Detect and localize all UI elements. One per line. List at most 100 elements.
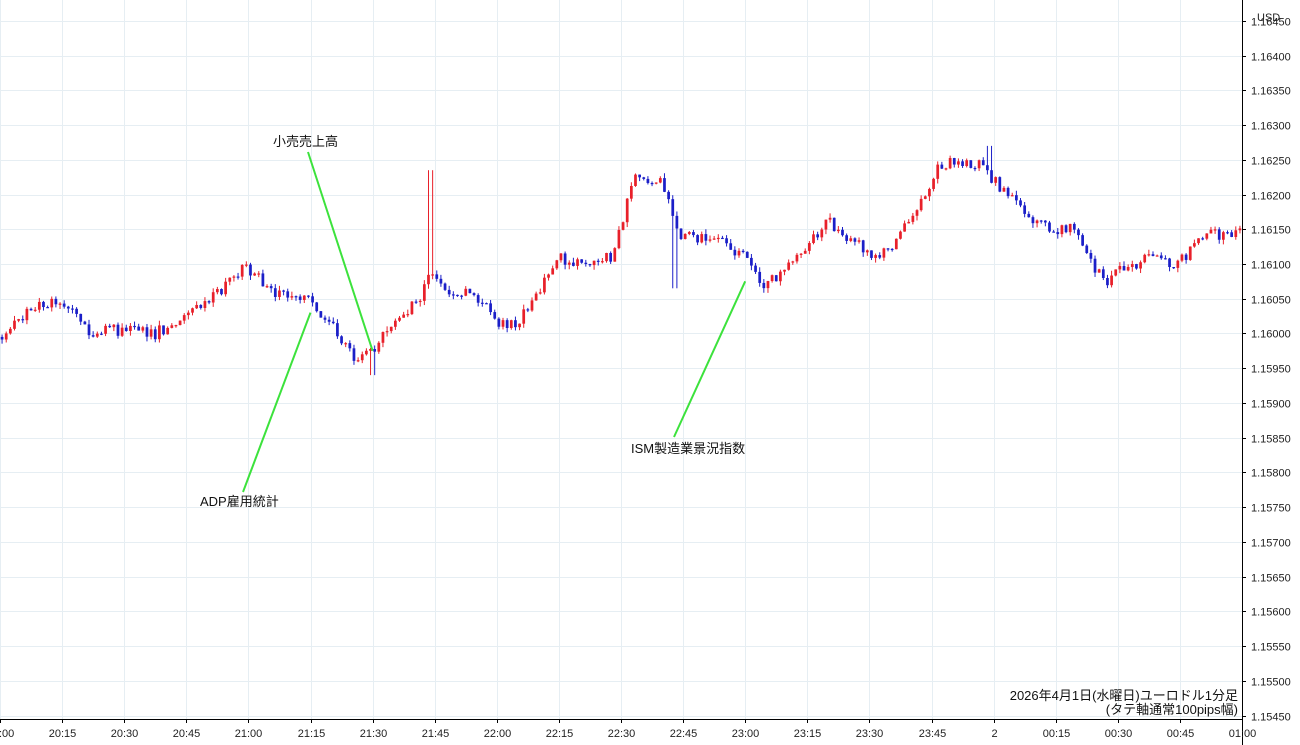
candle-down (981, 160, 985, 166)
candle-down (373, 348, 377, 352)
candle-down (153, 329, 157, 340)
price-tick-label: 1.16400 (1251, 52, 1291, 64)
candle-down (750, 257, 753, 266)
candle-down (1217, 229, 1221, 240)
candle-down (46, 307, 49, 309)
axis-corner (1243, 720, 1300, 745)
candle-up (928, 188, 931, 197)
candle-down (0, 336, 4, 340)
candle-up (700, 234, 704, 243)
candle-down (667, 191, 670, 200)
candle-down (451, 294, 455, 296)
candle-up (187, 312, 190, 316)
price-tick-label: 1.15750 (1251, 503, 1291, 515)
chart-caption: 2026年4月1日(水曜日)ユーロドル1分足 (タテ軸通常100pips幅) (1010, 688, 1238, 717)
candle-down (969, 160, 973, 168)
time-tick-label: 21:30 (360, 728, 388, 740)
price-tick-label: 1.16450 (1251, 17, 1291, 29)
candle-down (870, 250, 873, 258)
price-tick-label: 1.16300 (1251, 121, 1291, 133)
candle-up (1209, 229, 1213, 234)
time-tick-label: 20:45 (173, 728, 201, 740)
candle-up (1060, 225, 1064, 235)
candle-up (257, 273, 261, 275)
candle-down (1101, 269, 1105, 279)
candle-up (344, 343, 348, 345)
candle-down (62, 303, 66, 307)
candle-up (1143, 254, 1147, 263)
candle-down (774, 275, 778, 282)
candle-down (845, 235, 848, 241)
candle-up (394, 320, 397, 327)
candle-down (650, 182, 654, 185)
candle-up (534, 293, 538, 301)
candle-up (1197, 238, 1200, 244)
candle-down (526, 309, 530, 311)
annotation-label-adp: ADP雇用統計 (200, 494, 279, 509)
candle-down (952, 158, 956, 165)
candle-up (543, 277, 546, 293)
candle-down (638, 174, 641, 178)
candle-down (435, 274, 439, 279)
price-tick-label: 1.15700 (1251, 538, 1291, 550)
candle-up (629, 185, 633, 199)
candle-down (986, 165, 989, 171)
candle-down (1135, 264, 1138, 269)
candle-up (919, 198, 923, 211)
candle-up (687, 232, 691, 234)
candle-up (518, 323, 521, 328)
candle-down (1027, 213, 1031, 218)
candle-down (199, 304, 203, 308)
candle-down (414, 301, 418, 303)
candle-down (940, 164, 944, 169)
candle-up (25, 308, 29, 321)
candle-down (1072, 223, 1076, 230)
annotation-line-ism (673, 280, 747, 438)
candle-down (294, 296, 298, 298)
candle-up (1068, 223, 1072, 233)
candle-down (609, 252, 613, 262)
candle-up (13, 320, 16, 329)
time-tick-label: 22:30 (608, 728, 636, 740)
candle-up (865, 250, 869, 253)
candle-up (129, 325, 132, 331)
candle-up (50, 298, 54, 308)
candle-down (745, 251, 749, 258)
candle-down (497, 318, 501, 327)
candle-up (265, 286, 269, 288)
candle-down (108, 325, 112, 328)
candle-down (1085, 245, 1089, 254)
candle-down (1048, 222, 1051, 232)
candle-down (762, 282, 766, 289)
candle-up (17, 319, 20, 321)
candle-down (572, 262, 575, 266)
candle-down (79, 313, 83, 322)
time-tick-label: 23:45 (919, 728, 947, 740)
candle-down (273, 288, 277, 297)
candle-down (29, 308, 33, 311)
candle-up (555, 260, 559, 269)
candle-down (642, 177, 646, 179)
candle-down (439, 278, 443, 284)
candle-down (754, 265, 757, 272)
candle-up (994, 177, 998, 183)
price-tick-label: 1.15600 (1251, 607, 1291, 619)
price-tick-label: 1.16100 (1251, 260, 1291, 272)
candle-up (915, 210, 919, 216)
candle-up (828, 217, 832, 220)
candle-up (592, 260, 596, 266)
candle-down (207, 301, 211, 303)
candle-down (145, 327, 149, 337)
price-tick-label: 1.16050 (1251, 295, 1291, 307)
candle-up (948, 158, 952, 169)
candle-up (654, 182, 658, 184)
candle-up (149, 329, 153, 337)
price-tick-label: 1.16350 (1251, 86, 1291, 98)
candle-down (476, 295, 480, 303)
candle-down (1077, 229, 1080, 236)
candle-down (480, 302, 484, 304)
price-tick-label: 1.15650 (1251, 573, 1291, 585)
candle-up (1010, 195, 1014, 197)
candle-up (1176, 260, 1180, 268)
time-tick-label: 20:15 (49, 728, 77, 740)
